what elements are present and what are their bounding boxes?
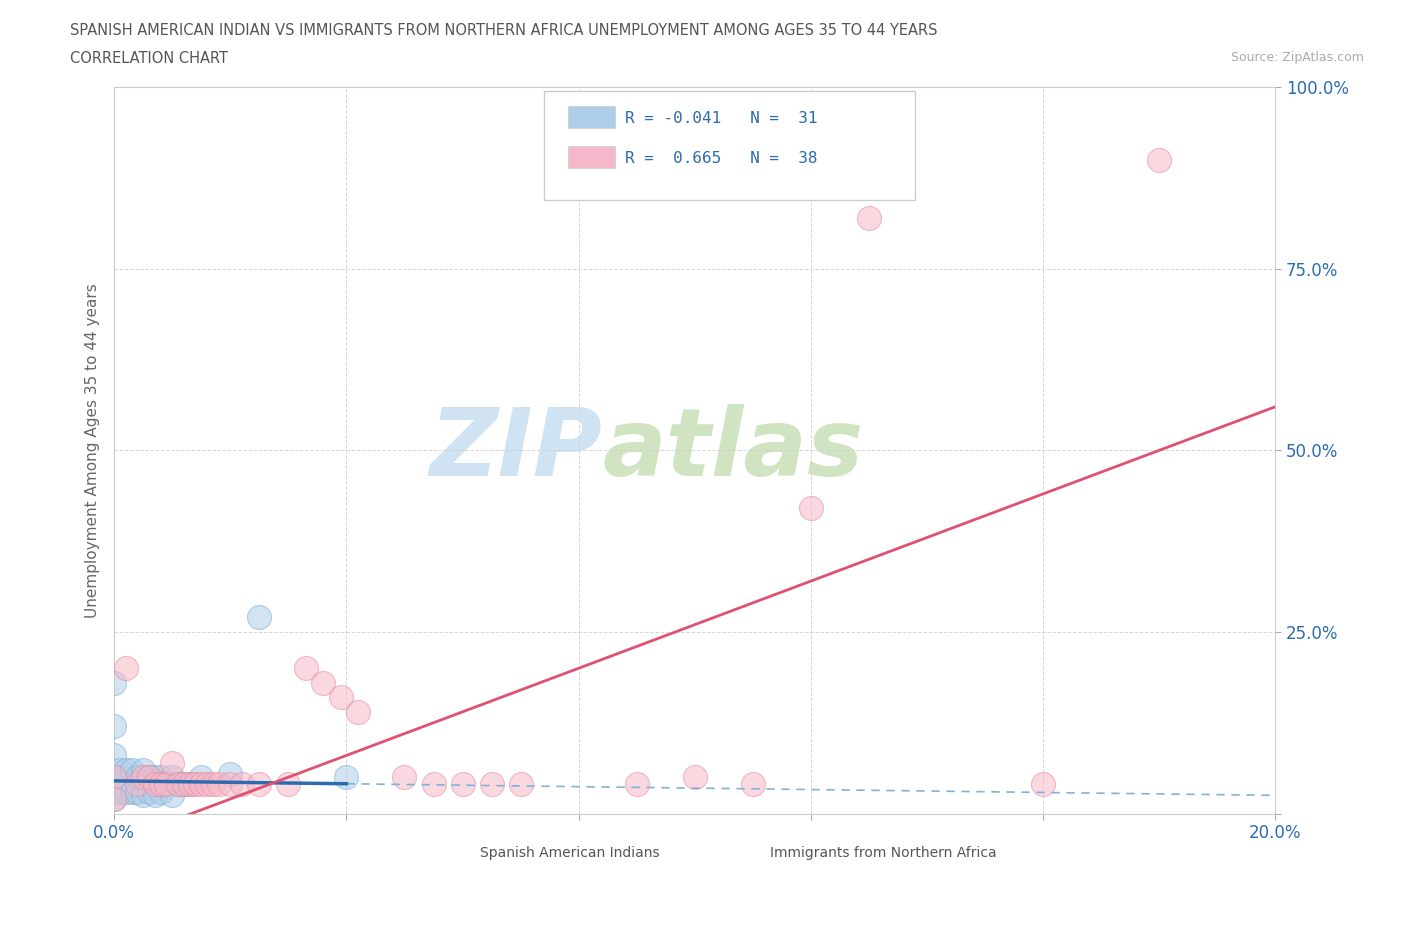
Point [121,763,143,777]
Point [173,777,195,792]
Point [103,748,125,763]
Text: Immigrants from Northern Africa: Immigrants from Northern Africa [770,845,997,859]
Point [167,777,190,792]
Point [127,770,149,785]
Point [143,788,166,803]
Point [132,788,155,803]
Point [155,777,177,792]
Point [231,777,253,792]
Point [800,501,823,516]
Point [190,770,212,785]
FancyBboxPatch shape [544,91,915,200]
Point [143,777,166,792]
Point [201,777,224,792]
Text: R = -0.041   N =  31: R = -0.041 N = 31 [626,111,818,126]
Point [114,763,136,777]
Point [741,777,763,792]
Point [132,763,155,777]
Point [103,770,125,785]
Point [103,791,125,806]
Text: CORRELATION CHART: CORRELATION CHART [70,51,228,66]
Point [184,777,207,792]
Point [162,788,184,803]
Point [219,766,242,781]
Point [683,770,706,785]
Point [149,784,172,799]
Point [195,777,218,792]
Point [127,777,149,792]
Point [219,777,242,792]
FancyBboxPatch shape [717,844,759,863]
Point [114,661,136,676]
Text: Source: ZipAtlas.com: Source: ZipAtlas.com [1230,51,1364,64]
Point [1032,777,1054,792]
Point [347,704,370,719]
Point [190,777,212,792]
Text: SPANISH AMERICAN INDIAN VS IMMIGRANTS FROM NORTHERN AFRICA UNEMPLOYMENT AMONG AG: SPANISH AMERICAN INDIAN VS IMMIGRANTS FR… [70,23,938,38]
Point [422,777,444,792]
Point [149,770,172,785]
Point [138,770,160,785]
Point [173,777,195,792]
Point [858,210,880,225]
Point [294,661,316,676]
Point [114,784,136,799]
Point [247,777,270,792]
Point [1149,153,1171,167]
Point [179,777,201,792]
Point [451,777,474,792]
Point [394,770,416,785]
Point [121,784,143,799]
Point [162,755,184,770]
Point [103,675,125,690]
Point [108,784,131,799]
Point [149,777,172,792]
Point [329,690,352,705]
Point [103,719,125,734]
Point [103,791,125,806]
Point [509,777,531,792]
Point [481,777,503,792]
Point [138,784,160,799]
Point [162,770,184,785]
Text: R =  0.665   N =  38: R = 0.665 N = 38 [626,151,818,166]
Point [277,777,299,792]
Point [127,784,149,799]
Point [132,770,155,785]
Point [247,610,270,625]
Point [626,777,648,792]
Text: atlas: atlas [602,405,863,497]
Text: Spanish American Indians: Spanish American Indians [479,845,659,859]
Point [167,777,190,792]
Point [108,763,131,777]
Point [179,777,201,792]
Point [208,777,231,792]
Point [138,770,160,785]
FancyBboxPatch shape [568,146,614,167]
Text: ZIP: ZIP [429,405,602,497]
Point [103,770,125,785]
FancyBboxPatch shape [568,106,614,127]
Point [155,777,177,792]
Point [312,675,335,690]
FancyBboxPatch shape [426,844,470,863]
Point [335,770,357,785]
Point [143,770,166,785]
Y-axis label: Unemployment Among Ages 35 to 44 years: Unemployment Among Ages 35 to 44 years [86,283,100,618]
